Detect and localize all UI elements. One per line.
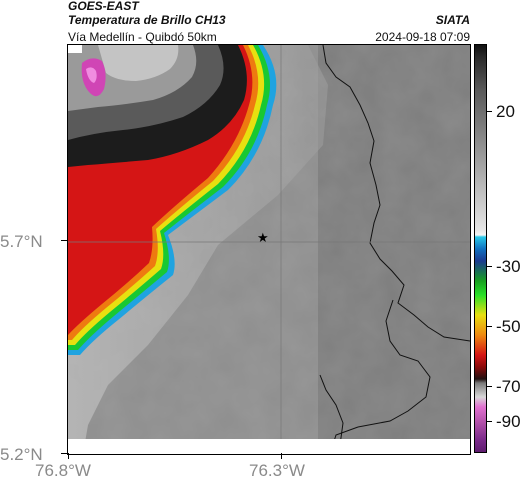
- site-marker[interactable]: ★: [257, 230, 269, 245]
- route-subtitle: Vía Medellín - Quibdó 50km: [68, 30, 217, 44]
- x-tick-mark: [281, 453, 282, 459]
- colorbar-tick: [487, 266, 492, 267]
- y-tick-label-5.2: 5.2°N: [0, 445, 43, 464]
- colorbar-label-minus70: -70: [496, 377, 521, 396]
- y-tick-mark: [61, 453, 67, 454]
- colorbar-tick: [487, 111, 492, 112]
- organization-label: SIATA: [435, 13, 470, 27]
- satellite-title: GOES-EAST: [68, 0, 139, 13]
- product-title: Temperatura de Brillo CH13: [68, 13, 226, 27]
- colorbar-tick: [487, 421, 492, 422]
- y-tick-label-5.7: 5.7°N: [0, 232, 43, 251]
- colorbar-label-minus30: -30: [496, 257, 521, 276]
- temperature-colorbar: [474, 44, 487, 453]
- x-tick-mark: [68, 453, 69, 459]
- y-tick-mark: [61, 240, 67, 241]
- map-panel[interactable]: ★: [67, 44, 471, 455]
- colorbar-label-20: 20: [496, 102, 515, 121]
- colorbar-tick: [487, 326, 492, 327]
- x-tick-label-76.8: 76.8°W: [35, 461, 91, 480]
- timestamp-label: 2024-09-18 07:09: [375, 30, 470, 44]
- colorbar-tick: [487, 386, 492, 387]
- cloud-system: [68, 45, 277, 355]
- colorbar-label-minus90: -90: [496, 412, 521, 431]
- satellite-imagery: [68, 45, 470, 454]
- x-tick-label-76.3: 76.3°W: [249, 461, 305, 480]
- colorbar-label-minus50: -50: [496, 317, 521, 336]
